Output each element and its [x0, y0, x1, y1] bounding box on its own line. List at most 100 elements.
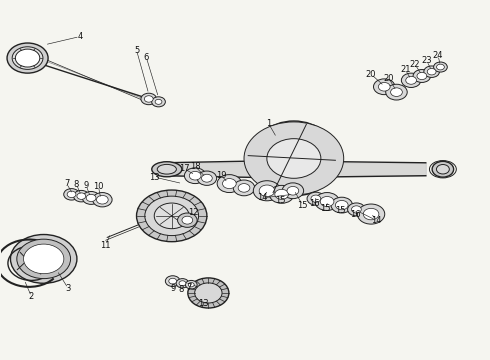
Circle shape — [74, 190, 89, 202]
Text: 15: 15 — [335, 206, 345, 215]
Circle shape — [195, 283, 222, 303]
Text: 13: 13 — [198, 299, 209, 308]
Ellipse shape — [250, 121, 338, 196]
Circle shape — [154, 203, 189, 229]
Circle shape — [176, 279, 189, 288]
Circle shape — [15, 49, 40, 67]
Circle shape — [7, 43, 48, 73]
Text: 9: 9 — [84, 181, 89, 190]
Circle shape — [259, 185, 275, 197]
Circle shape — [97, 195, 108, 204]
Circle shape — [185, 280, 197, 289]
Text: 17: 17 — [179, 164, 189, 173]
Circle shape — [64, 189, 79, 200]
Text: 9: 9 — [170, 284, 175, 293]
Circle shape — [217, 175, 242, 193]
Ellipse shape — [245, 150, 259, 167]
Ellipse shape — [157, 165, 176, 174]
Circle shape — [169, 278, 176, 284]
Text: 20: 20 — [384, 75, 394, 84]
Circle shape — [401, 73, 421, 87]
Circle shape — [386, 84, 407, 100]
Circle shape — [331, 197, 352, 213]
Ellipse shape — [255, 125, 332, 192]
Circle shape — [201, 174, 212, 182]
Text: 16: 16 — [350, 210, 360, 219]
Circle shape — [320, 197, 334, 207]
Text: 1: 1 — [266, 119, 271, 128]
Circle shape — [437, 165, 449, 174]
Circle shape — [238, 184, 250, 192]
Text: 13: 13 — [149, 173, 160, 182]
Text: 15: 15 — [297, 201, 308, 210]
Text: 7: 7 — [186, 283, 192, 292]
Text: 10: 10 — [93, 182, 104, 191]
Text: 15: 15 — [320, 204, 331, 213]
Circle shape — [179, 281, 186, 286]
Circle shape — [434, 62, 447, 72]
Circle shape — [406, 76, 416, 84]
Circle shape — [424, 66, 440, 77]
Circle shape — [152, 97, 165, 107]
Circle shape — [93, 193, 112, 207]
Text: 8: 8 — [179, 284, 184, 293]
Circle shape — [432, 161, 454, 177]
Text: 2: 2 — [29, 292, 34, 301]
Circle shape — [282, 183, 304, 199]
Circle shape — [197, 171, 217, 185]
Circle shape — [233, 180, 255, 196]
Circle shape — [177, 213, 197, 227]
Circle shape — [155, 99, 162, 104]
Circle shape — [378, 82, 390, 91]
Circle shape — [10, 234, 77, 283]
Circle shape — [363, 208, 379, 220]
Circle shape — [275, 189, 289, 199]
Circle shape — [417, 72, 427, 80]
Circle shape — [391, 88, 402, 96]
Circle shape — [188, 283, 194, 287]
Text: 16: 16 — [309, 199, 319, 208]
Circle shape — [373, 79, 395, 95]
Circle shape — [335, 201, 348, 210]
Circle shape — [315, 193, 339, 211]
Circle shape — [141, 93, 157, 105]
Text: 20: 20 — [366, 70, 376, 79]
Circle shape — [267, 139, 321, 178]
Circle shape — [287, 186, 299, 195]
Text: 23: 23 — [421, 57, 432, 66]
Circle shape — [77, 193, 86, 199]
Circle shape — [347, 203, 365, 216]
Text: 6: 6 — [144, 53, 149, 62]
Circle shape — [253, 181, 281, 201]
Circle shape — [244, 122, 343, 195]
Text: 22: 22 — [410, 60, 420, 69]
Circle shape — [145, 196, 198, 235]
Text: 7: 7 — [64, 179, 70, 188]
Text: 21: 21 — [400, 65, 411, 74]
Circle shape — [188, 278, 229, 308]
Circle shape — [12, 47, 43, 69]
Circle shape — [351, 206, 361, 213]
Text: 19: 19 — [216, 171, 227, 180]
Circle shape — [145, 96, 153, 102]
Text: 11: 11 — [100, 241, 111, 250]
Circle shape — [437, 64, 444, 70]
Circle shape — [165, 276, 180, 287]
Text: 15: 15 — [275, 196, 286, 205]
Circle shape — [17, 239, 71, 279]
Text: 14: 14 — [257, 193, 268, 202]
Text: 18: 18 — [190, 162, 200, 171]
Circle shape — [82, 192, 100, 204]
Ellipse shape — [152, 162, 182, 177]
Text: 8: 8 — [74, 180, 79, 189]
Circle shape — [222, 179, 236, 189]
Ellipse shape — [329, 150, 342, 167]
Circle shape — [137, 190, 207, 242]
Circle shape — [357, 204, 385, 224]
Text: 14: 14 — [371, 216, 381, 225]
Circle shape — [307, 192, 325, 205]
Circle shape — [270, 185, 294, 203]
Circle shape — [311, 195, 321, 202]
Text: 5: 5 — [134, 46, 139, 55]
Circle shape — [184, 168, 206, 184]
